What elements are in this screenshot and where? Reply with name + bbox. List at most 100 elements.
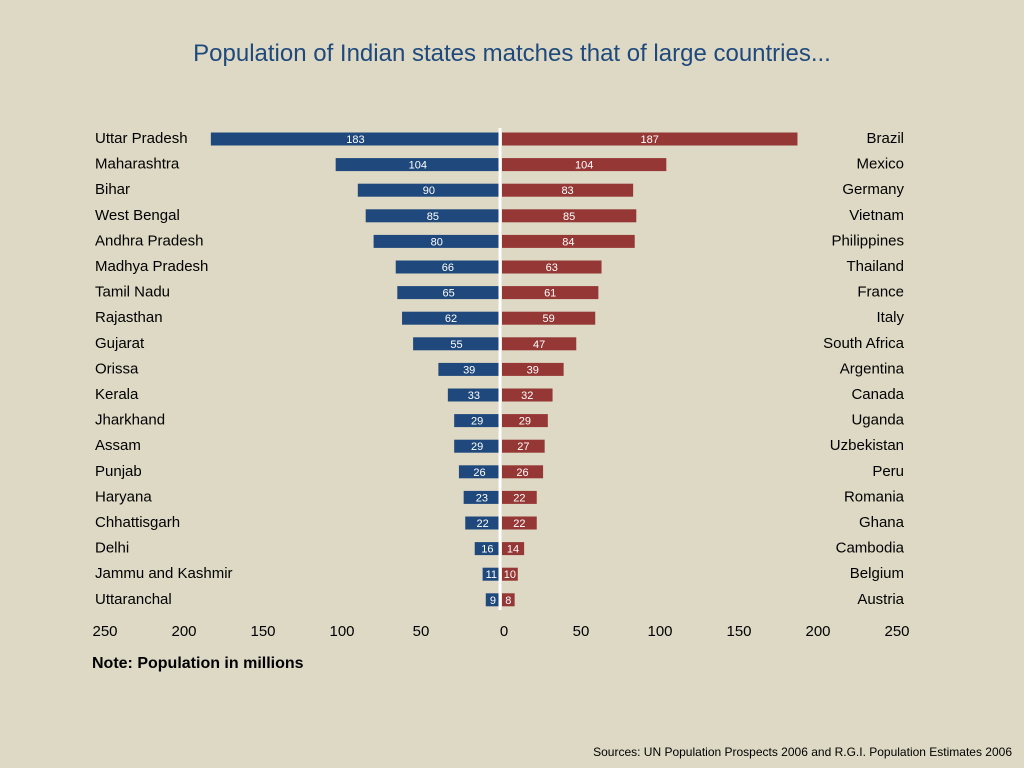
data-label-right: 22 — [513, 518, 525, 530]
category-label-right: Romania — [844, 488, 905, 505]
bar-right — [502, 567, 518, 581]
category-label-left: Jharkhand — [95, 412, 165, 429]
bar-right — [502, 465, 544, 479]
x-tick-label: 150 — [726, 623, 751, 640]
data-label-right: 61 — [544, 288, 556, 300]
x-tick-label: 250 — [92, 623, 117, 640]
bar-right — [502, 337, 577, 351]
right-category-labels: Brazil Mexico Germany Vietnam Philippines Tha… — [823, 130, 905, 608]
bar-right — [502, 183, 634, 197]
bar-right — [502, 362, 564, 376]
data-label-right: 47 — [533, 339, 545, 351]
bar-left — [365, 209, 500, 223]
category-label-left: Rajasthan — [95, 309, 163, 326]
data-label-left: 55 — [450, 339, 462, 351]
bar-right — [502, 439, 545, 453]
category-label-left: Uttaranchal — [95, 591, 172, 608]
source-text: Sources: UN Population Prospects 2006 an… — [593, 745, 1012, 759]
data-label-right: 59 — [542, 313, 554, 325]
data-label-right: 14 — [507, 544, 519, 556]
data-label-right: 22 — [513, 492, 525, 504]
bar-left — [482, 567, 500, 581]
data-label-right: 187 — [641, 134, 659, 146]
bar-left — [335, 158, 500, 172]
bar-left — [463, 490, 500, 504]
data-label-right: 29 — [519, 416, 531, 428]
bar-left — [395, 260, 500, 274]
right-bars-group: 187 104 83 85 84 63 61 59 47 39 32 29 27 26 22 22 14 10 8 — [502, 132, 798, 607]
bar-left — [447, 388, 500, 402]
category-label-right: Thailand — [846, 258, 904, 275]
data-label-left: 65 — [443, 288, 455, 300]
category-label-left: Andhra Pradesh — [95, 232, 203, 249]
category-label-right: Belgium — [850, 565, 904, 582]
data-label-left: 80 — [431, 236, 443, 248]
category-label-left: Chhattisgarh — [95, 514, 180, 531]
x-tick-label: 0 — [500, 623, 508, 640]
data-label-left: 33 — [468, 390, 480, 402]
category-label-right: Brazil — [866, 130, 904, 147]
bar-right — [502, 516, 537, 530]
data-label-right: 85 — [563, 211, 575, 223]
category-label-left: Orissa — [95, 360, 139, 377]
bar-left — [413, 337, 500, 351]
category-label-left: Haryana — [95, 488, 152, 505]
category-label-left: Gujarat — [95, 335, 145, 352]
data-label-left: 66 — [442, 262, 454, 274]
data-label-left: 26 — [473, 467, 485, 479]
bar-right — [502, 260, 602, 274]
data-label-left: 183 — [346, 134, 364, 146]
x-tick-label: 100 — [329, 623, 354, 640]
bar-left — [373, 234, 500, 248]
data-label-left: 29 — [471, 441, 483, 453]
data-label-right: 63 — [546, 262, 558, 274]
category-label-right: Uganda — [851, 412, 904, 429]
bar-left — [402, 311, 500, 325]
data-label-right: 26 — [516, 467, 528, 479]
data-label-left: 90 — [423, 185, 435, 197]
x-tick-label: 200 — [805, 623, 830, 640]
note-text: Note: Population in millions — [92, 655, 304, 672]
bar-right — [502, 234, 635, 248]
data-label-left: 29 — [471, 416, 483, 428]
category-label-left: Maharashtra — [95, 156, 180, 173]
bar-right — [502, 388, 553, 402]
category-label-right: Argentina — [840, 360, 905, 377]
bar-right — [502, 209, 637, 223]
data-label-left: 39 — [463, 364, 475, 376]
x-tick-label: 50 — [413, 623, 430, 640]
category-label-left: Assam — [95, 437, 141, 454]
data-label-right: 39 — [527, 364, 539, 376]
x-tick-label: 150 — [250, 623, 275, 640]
category-label-left: Punjab — [95, 463, 142, 480]
bar-right — [502, 286, 599, 300]
bar-left — [458, 465, 500, 479]
bar-right — [502, 158, 667, 172]
category-label-left: Delhi — [95, 540, 129, 557]
bar-left — [438, 362, 500, 376]
x-tick-label: 250 — [884, 623, 909, 640]
data-label-right: 83 — [561, 185, 573, 197]
data-label-right: 32 — [521, 390, 533, 402]
data-label-right: 104 — [575, 160, 593, 172]
x-tick-label: 50 — [573, 623, 590, 640]
data-label-left: 85 — [427, 211, 439, 223]
bar-left — [357, 183, 500, 197]
category-label-left: Jammu and Kashmir — [95, 565, 233, 582]
bar-left — [474, 542, 500, 556]
bar-right — [502, 490, 537, 504]
bar-left — [454, 439, 500, 453]
category-label-left: West Bengal — [95, 207, 180, 224]
chart-title: Population of Indian states matches that… — [193, 40, 831, 67]
bar-left — [210, 132, 501, 146]
bar-left — [454, 414, 500, 428]
bar-left — [397, 286, 500, 300]
data-label-right: 10 — [504, 569, 516, 581]
data-label-left: 22 — [476, 518, 488, 530]
bar-right — [502, 593, 515, 607]
category-label-right: South Africa — [823, 335, 905, 352]
category-label-right: Italy — [876, 309, 904, 326]
category-label-left: Kerala — [95, 386, 139, 403]
category-label-left: Tamil Nadu — [95, 284, 170, 301]
